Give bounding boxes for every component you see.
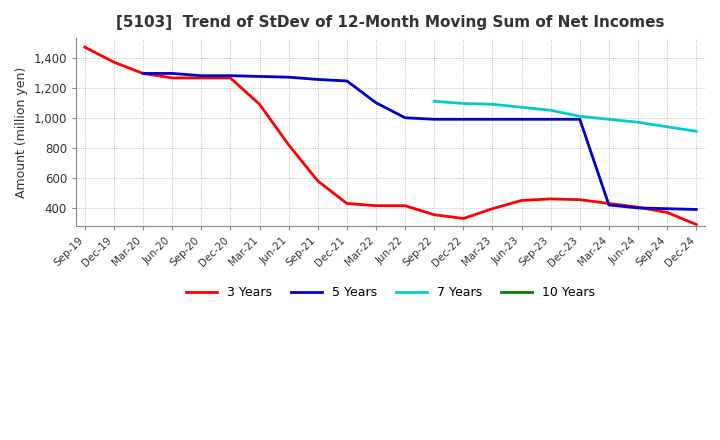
5 Years	[226, 73, 235, 78]
3 Years	[575, 197, 584, 202]
5 Years	[605, 202, 613, 208]
5 Years	[372, 100, 380, 106]
7 Years	[546, 108, 555, 113]
3 Years	[605, 201, 613, 206]
5 Years	[255, 74, 264, 79]
3 Years	[634, 205, 642, 210]
3 Years	[168, 75, 176, 81]
Line: 5 Years: 5 Years	[143, 73, 696, 209]
5 Years	[139, 71, 148, 76]
5 Years	[575, 117, 584, 122]
5 Years	[634, 205, 642, 211]
5 Years	[488, 117, 497, 122]
3 Years	[430, 212, 438, 217]
7 Years	[517, 105, 526, 110]
3 Years	[255, 102, 264, 107]
3 Years	[81, 44, 89, 50]
3 Years	[197, 75, 206, 81]
3 Years	[401, 203, 410, 208]
3 Years	[372, 203, 380, 208]
5 Years	[430, 117, 438, 122]
5 Years	[692, 207, 701, 212]
3 Years	[313, 178, 322, 183]
3 Years	[663, 210, 672, 215]
7 Years	[459, 101, 468, 106]
Y-axis label: Amount (million yen): Amount (million yen)	[15, 66, 28, 198]
5 Years	[459, 117, 468, 122]
3 Years	[343, 201, 351, 206]
3 Years	[517, 198, 526, 203]
5 Years	[517, 117, 526, 122]
Legend: 3 Years, 5 Years, 7 Years, 10 Years: 3 Years, 5 Years, 7 Years, 10 Years	[181, 281, 600, 304]
3 Years	[226, 75, 235, 81]
5 Years	[401, 115, 410, 121]
5 Years	[663, 206, 672, 211]
7 Years	[634, 120, 642, 125]
7 Years	[488, 102, 497, 107]
Line: 7 Years: 7 Years	[434, 101, 696, 131]
3 Years	[459, 216, 468, 221]
7 Years	[692, 128, 701, 134]
5 Years	[313, 77, 322, 82]
3 Years	[546, 196, 555, 202]
5 Years	[168, 71, 176, 76]
7 Years	[605, 117, 613, 122]
5 Years	[343, 78, 351, 84]
7 Years	[575, 114, 584, 119]
3 Years	[139, 71, 148, 76]
3 Years	[284, 142, 293, 147]
3 Years	[488, 206, 497, 211]
7 Years	[663, 124, 672, 129]
5 Years	[546, 117, 555, 122]
5 Years	[197, 73, 206, 78]
Title: [5103]  Trend of StDev of 12-Month Moving Sum of Net Incomes: [5103] Trend of StDev of 12-Month Moving…	[117, 15, 665, 30]
3 Years	[109, 59, 118, 65]
Line: 3 Years: 3 Years	[85, 47, 696, 224]
3 Years	[692, 222, 701, 227]
5 Years	[284, 74, 293, 80]
7 Years	[430, 99, 438, 104]
